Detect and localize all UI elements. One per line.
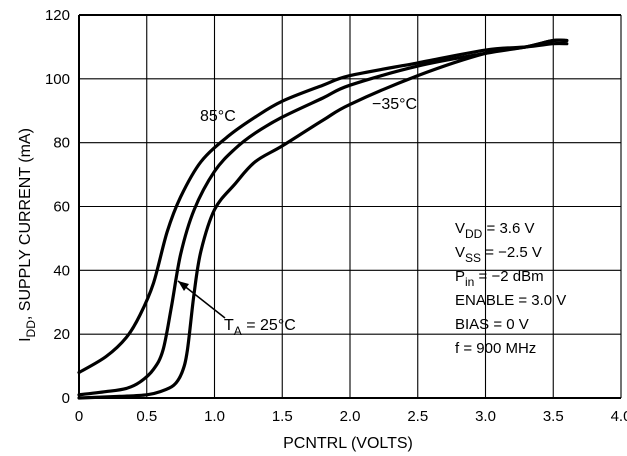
label-85c: 85°C — [200, 108, 236, 125]
condition-main: P — [455, 268, 465, 285]
tick-labels: 0 0.5 1.0 1.5 2.0 2.5 3.0 3.5 4.0 0 20 40 60 80 100 120 — [45, 7, 627, 425]
condition-line: f = 900 MHz — [455, 340, 536, 357]
x-tick-label: 1.0 — [204, 408, 225, 425]
condition-line: Pin = −2 dBm — [455, 268, 544, 289]
x-tick-label: 3.0 — [475, 408, 496, 425]
condition-rest: = −2 dBm — [474, 268, 543, 285]
condition-rest: = 3.6 V — [482, 220, 534, 237]
x-tick-label: 0.5 — [136, 408, 157, 425]
condition-sub: SS — [465, 251, 481, 265]
condition-line: ENABLE = 3.0 V — [455, 292, 566, 309]
grid — [78, 14, 622, 399]
x-tick-label: 3.5 — [543, 408, 564, 425]
series-lines — [77, 38, 569, 400]
condition-line: VDD = 3.6 V — [455, 220, 534, 241]
x-tick-label: 1.5 — [272, 408, 293, 425]
label-minus-35c: −35°C — [372, 96, 417, 113]
ta-label-sub: A — [234, 324, 242, 338]
y-tick-label: 80 — [53, 135, 70, 152]
y-tick-label: 0 — [62, 390, 70, 407]
y-axis-label: IDD, SUPPLY CURRENT (mA) — [17, 128, 38, 342]
condition-line: VSS = −2.5 V — [455, 244, 542, 265]
series-line-1 — [77, 41, 569, 375]
x-tick-label: 2.0 — [340, 408, 361, 425]
condition-sub: in — [465, 275, 474, 289]
x-tick-label: 2.5 — [407, 408, 428, 425]
y-tick-label: 20 — [53, 326, 70, 343]
condition-sub: DD — [465, 227, 483, 241]
x-axis-label: PCNTRL (VOLTS) — [283, 435, 413, 452]
condition-main: V — [455, 220, 465, 237]
ta-pointer-arrowhead — [178, 281, 189, 291]
ta-label-rest: = 25°C — [242, 317, 296, 334]
condition-main: BIAS = 0 V — [455, 316, 529, 333]
series-line-3 — [77, 38, 569, 400]
y-tick-label: 120 — [45, 7, 70, 24]
y-axis-label-rest: , SUPPLY CURRENT (mA) — [17, 128, 34, 320]
condition-line: BIAS = 0 V — [455, 316, 529, 333]
ta-label: TA = 25°C — [224, 317, 296, 338]
y-axis-label-main: I — [17, 337, 34, 341]
y-tick-label: 40 — [53, 262, 70, 279]
y-tick-label: 100 — [45, 71, 70, 88]
condition-rest: = −2.5 V — [481, 244, 542, 261]
y-tick-label: 60 — [53, 199, 70, 216]
y-axis-label-sub: DD — [24, 320, 38, 338]
condition-main: f = 900 MHz — [455, 340, 536, 357]
x-tick-label: 0 — [75, 408, 83, 425]
ta-label-main: T — [224, 317, 234, 334]
x-tick-label: 4.0 — [611, 408, 627, 425]
condition-main: ENABLE = 3.0 V — [455, 292, 566, 309]
condition-main: V — [455, 244, 465, 261]
